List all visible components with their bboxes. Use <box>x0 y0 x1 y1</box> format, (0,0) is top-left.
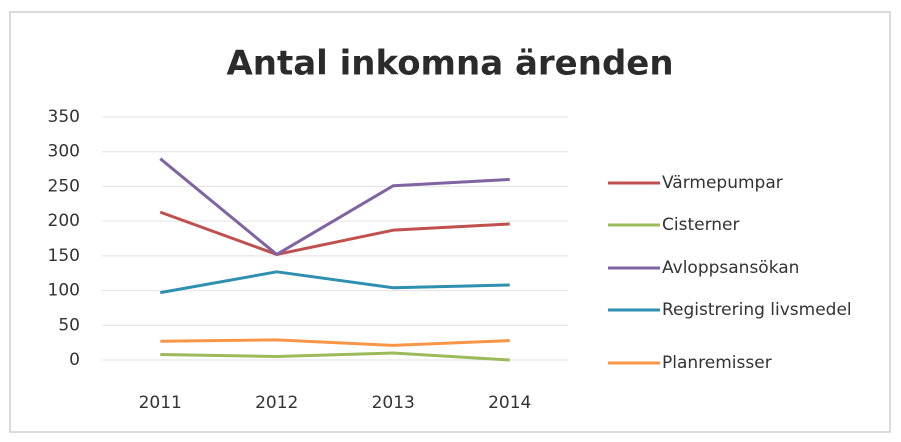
y-tick-label: 100 <box>48 281 80 301</box>
y-tick-label: 300 <box>48 142 80 162</box>
x-tick-label: 2012 <box>255 393 298 413</box>
y-tick-label: 50 <box>58 315 80 335</box>
series-line <box>160 338 510 347</box>
series-line <box>159 157 510 256</box>
chart-border <box>9 11 891 433</box>
y-tick-label: 0 <box>69 350 80 370</box>
series-line <box>159 210 510 256</box>
legend-label: Registrering livsmedel <box>662 300 852 320</box>
legend-label: Planremisser <box>662 353 772 373</box>
series-line <box>160 351 510 362</box>
y-tick-label: 350 <box>48 107 80 127</box>
y-tick-label: 200 <box>48 211 80 231</box>
x-tick-label: 2011 <box>139 393 182 413</box>
y-tick-label: 250 <box>48 176 80 196</box>
legend-label: Avloppsansökan <box>662 258 799 278</box>
legend-label: Värmepumpar <box>662 173 783 193</box>
y-tick-label: 150 <box>48 246 80 266</box>
chart-title: Antal inkomna ärenden <box>226 44 673 84</box>
legend-label: Cisterner <box>662 215 740 235</box>
x-tick-label: 2014 <box>488 393 531 413</box>
series-line <box>159 270 510 295</box>
x-tick-label: 2013 <box>372 393 415 413</box>
